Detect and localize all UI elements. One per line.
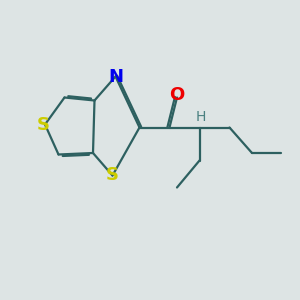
Text: H: H <box>196 110 206 124</box>
Text: N: N <box>108 68 123 85</box>
Text: S: S <box>106 167 119 184</box>
Text: O: O <box>169 85 184 103</box>
Text: S: S <box>37 116 50 134</box>
